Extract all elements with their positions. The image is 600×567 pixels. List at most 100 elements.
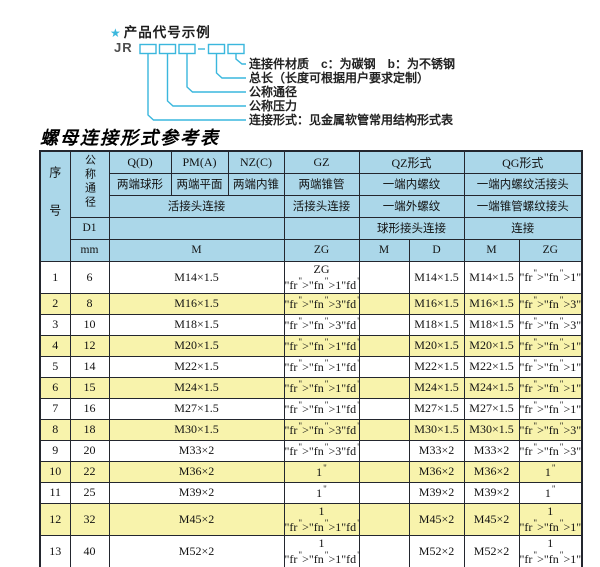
col-header-serial: 序号 (39, 150, 71, 262)
cell: 1 (39, 260, 71, 294)
cell: 1" (283, 481, 360, 504)
table-title: 螺母连接形式参考表 (40, 128, 220, 148)
nut-connection-table: 序号 公称通径 Q(D) PM(A) NZ(C) GZ QZ形式 QG形式 两端… (39, 150, 583, 567)
cell: 10 (69, 313, 110, 336)
cell: 6 (39, 376, 71, 399)
unit-header: ZG (283, 238, 360, 262)
unit-header: ZG (518, 238, 583, 262)
cell: M52×2 (408, 534, 465, 567)
col-header-nominal-diameter: 公称通径 (69, 150, 110, 218)
cell: "fr">"fn">1"fd">2" (283, 397, 360, 420)
code-label-length: 总长（长度可根据用户要求定制） (249, 71, 430, 85)
cell: "fr">"fn">1"fd">2" (518, 376, 583, 399)
cell: "fr">"fn">3"fd">4" (518, 418, 583, 441)
cell: "fr">"fn">1"fd">4" (518, 260, 583, 294)
code-prefix: JR (114, 40, 133, 55)
cell: 1" (518, 481, 583, 504)
cell: M16×1.5 (408, 292, 465, 315)
subheader: 两端内锥 (227, 172, 285, 196)
cell: "fr">"fn">3"fd">8" (283, 313, 360, 336)
cell: M36×2 (463, 460, 520, 483)
code-label-diameter: 公称通径 (249, 85, 298, 99)
cell: M36×2 (108, 460, 285, 483)
cell: ZG "fr">"fn">1"fd">4" (283, 260, 360, 294)
cell: M18×1.5 (408, 313, 465, 336)
cell: 4 (39, 334, 71, 357)
unit-header: mm (69, 238, 110, 262)
subheader: 球形接头连接 (358, 216, 465, 240)
table-row: 818M30×1.5"fr">"fn">3"fd">4"M30×1.5M30×1… (39, 418, 583, 441)
cell: M39×2 (108, 481, 285, 504)
cell: 1 "fr">"fn">1"fd">2" (283, 534, 360, 567)
col-header-group-q: Q(D) (108, 150, 172, 174)
table-row: 10 22 M36×2 1" M36×2 M36×2 1" (39, 460, 583, 483)
cell: M52×2 (463, 534, 520, 567)
subheader: 两端锥管 (283, 172, 360, 196)
cell (358, 260, 410, 294)
cell (358, 313, 410, 336)
cell: M33×2 (463, 439, 520, 462)
cell (358, 397, 410, 420)
cell: 6 (69, 260, 110, 294)
cell: M20×1.5 (408, 334, 465, 357)
cell: M14×1.5 (408, 260, 465, 294)
cell: M30×1.5 (408, 418, 465, 441)
cell: 8 (69, 292, 110, 315)
subheader-d1: D1 (69, 216, 110, 240)
unit-header: M (108, 238, 285, 262)
cell: "fr">"fn">3"fd">8" (283, 292, 360, 315)
table-row: 310M18×1.5"fr">"fn">3"fd">8"M18×1.5M18×1… (39, 313, 583, 336)
cell: 10 (39, 460, 71, 483)
cell: "fr">"fn">3"fd">8" (518, 313, 583, 336)
cell: M27×1.5 (463, 397, 520, 420)
code-box (158, 43, 177, 55)
col-header-group-qz: QZ形式 (358, 150, 465, 174)
cell: M45×2 (408, 502, 465, 536)
unit-header: M (463, 238, 520, 262)
cell: M36×2 (408, 460, 465, 483)
cell: M33×2 (408, 439, 465, 462)
cell: "fr">"fn">1"fd">2" (283, 376, 360, 399)
cell: M30×1.5 (463, 418, 520, 441)
cell: 25 (69, 481, 110, 504)
cell: "fr">"fn">3"fd">4" (283, 418, 360, 441)
code-box (207, 43, 226, 55)
cell: 14 (69, 355, 110, 378)
connector-line (166, 53, 246, 107)
star-icon: ★ (110, 26, 122, 40)
cell: M14×1.5 (463, 260, 520, 294)
unit-header: M (358, 238, 410, 262)
connector-line (147, 53, 246, 121)
cell: M30×1.5 (108, 418, 285, 441)
cell: 8 (39, 418, 71, 441)
cell: 1" (283, 460, 360, 483)
code-boxes-and-lines (139, 43, 246, 121)
diagram-title-text: 产品代号示例 (123, 25, 211, 40)
col-header-group-gz: GZ (283, 150, 360, 174)
cell: M45×2 (463, 502, 520, 536)
cell (358, 502, 410, 536)
cell: 18 (69, 418, 110, 441)
code-box (139, 43, 157, 55)
cell: "fr">"fn">1"fd">2" (283, 334, 360, 357)
cell: 20 (69, 439, 110, 462)
cell: M22×1.5 (108, 355, 285, 378)
cell: 2 (39, 292, 71, 315)
cell: 7 (39, 397, 71, 420)
col-header-group-qg: QG形式 (463, 150, 583, 174)
subheader: 两端球形 (108, 172, 172, 196)
subheader: 活接头连接 (108, 194, 285, 218)
cell: 3 (39, 313, 71, 336)
subheader-blank (108, 216, 285, 240)
cell (358, 292, 410, 315)
cell: 12 (39, 502, 71, 536)
subheader: 活接头连接 (283, 194, 360, 218)
cell: M16×1.5 (108, 292, 285, 315)
cell: 1 "fr">"fn">1"fd">4" (518, 502, 583, 536)
cell: M22×1.5 (408, 355, 465, 378)
cell: M22×1.5 (463, 355, 520, 378)
